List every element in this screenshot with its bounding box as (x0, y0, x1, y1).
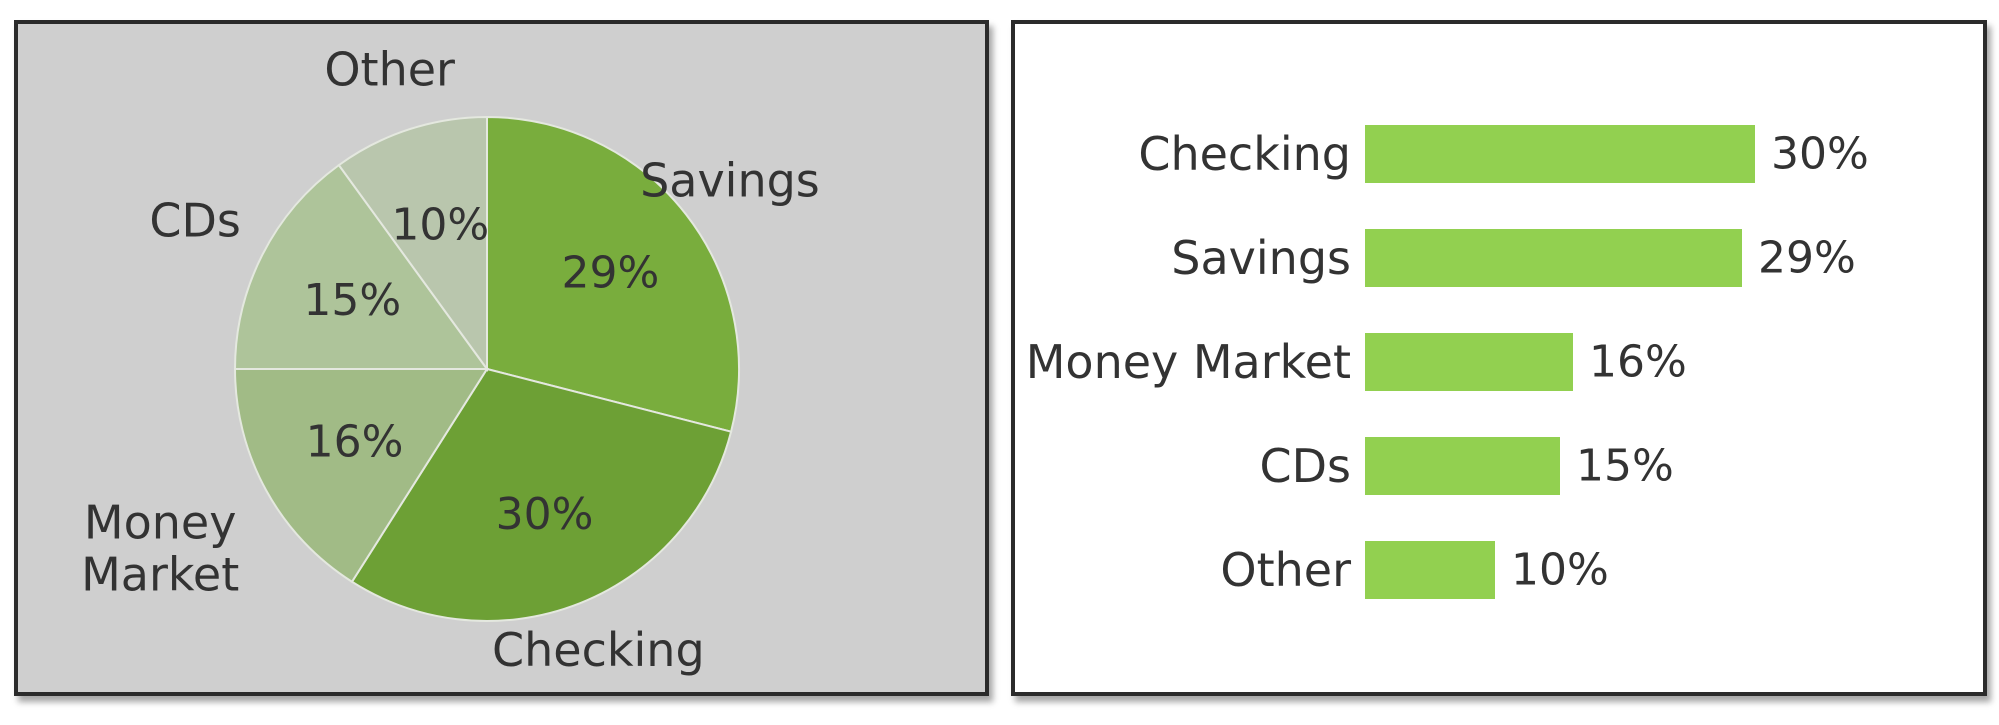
bar-savings (1365, 229, 1742, 287)
pie-category-label-checking: Checking (492, 623, 705, 677)
bar-value-label-checking: 30% (1771, 129, 1869, 180)
pie-chart: 29% Savings 30% Checking 16% Money Market 15% CD… (81, 42, 820, 677)
bar-checking (1365, 125, 1755, 183)
bar-category-label-cds: CDs (1259, 439, 1351, 493)
bar-chart: Checking 30% Savings 29% Money Market 16% CDs 1… (1026, 125, 1869, 599)
pie-value-label-checking: 30% (496, 489, 594, 540)
bar-category-label-money-market: Money Market (1026, 335, 1351, 389)
bar-category-label-savings: Savings (1171, 231, 1351, 285)
pie-value-label-other: 10% (391, 200, 489, 251)
bar-value-label-money-market: 16% (1589, 337, 1687, 388)
pie-chart-panel: 29% Savings 30% Checking 16% Money Market 15% CD… (14, 20, 989, 696)
bar-value-label-cds: 15% (1576, 441, 1674, 492)
pie-category-label-money-market: Money Market (81, 496, 239, 602)
pie-slice-cds (233, 163, 489, 370)
bar-chart-panel: Checking 30% Savings 29% Money Market 16% CDs 1… (1011, 20, 1987, 696)
pie-slice-money-market (233, 368, 489, 584)
pie-category-label-other: Other (324, 42, 455, 96)
bar-cds (1365, 437, 1560, 495)
pie-value-label-savings: 29% (562, 248, 660, 299)
bar-category-label-other: Other (1220, 543, 1351, 597)
bar-category-label-checking: Checking (1138, 127, 1351, 181)
bar-money-market (1365, 333, 1573, 391)
pie-category-label-cds: CDs (149, 193, 241, 247)
bar-value-label-savings: 29% (1758, 233, 1856, 284)
bar-value-label-other: 10% (1511, 545, 1609, 596)
pie-value-label-money-market: 16% (306, 416, 404, 467)
pie-slice-other (337, 115, 488, 373)
pie-slice-savings (486, 115, 740, 433)
pie-value-label-cds: 15% (303, 275, 401, 326)
bar-other (1365, 541, 1495, 599)
pie-category-label-savings: Savings (640, 154, 820, 208)
pie-slice-checking (350, 367, 733, 622)
